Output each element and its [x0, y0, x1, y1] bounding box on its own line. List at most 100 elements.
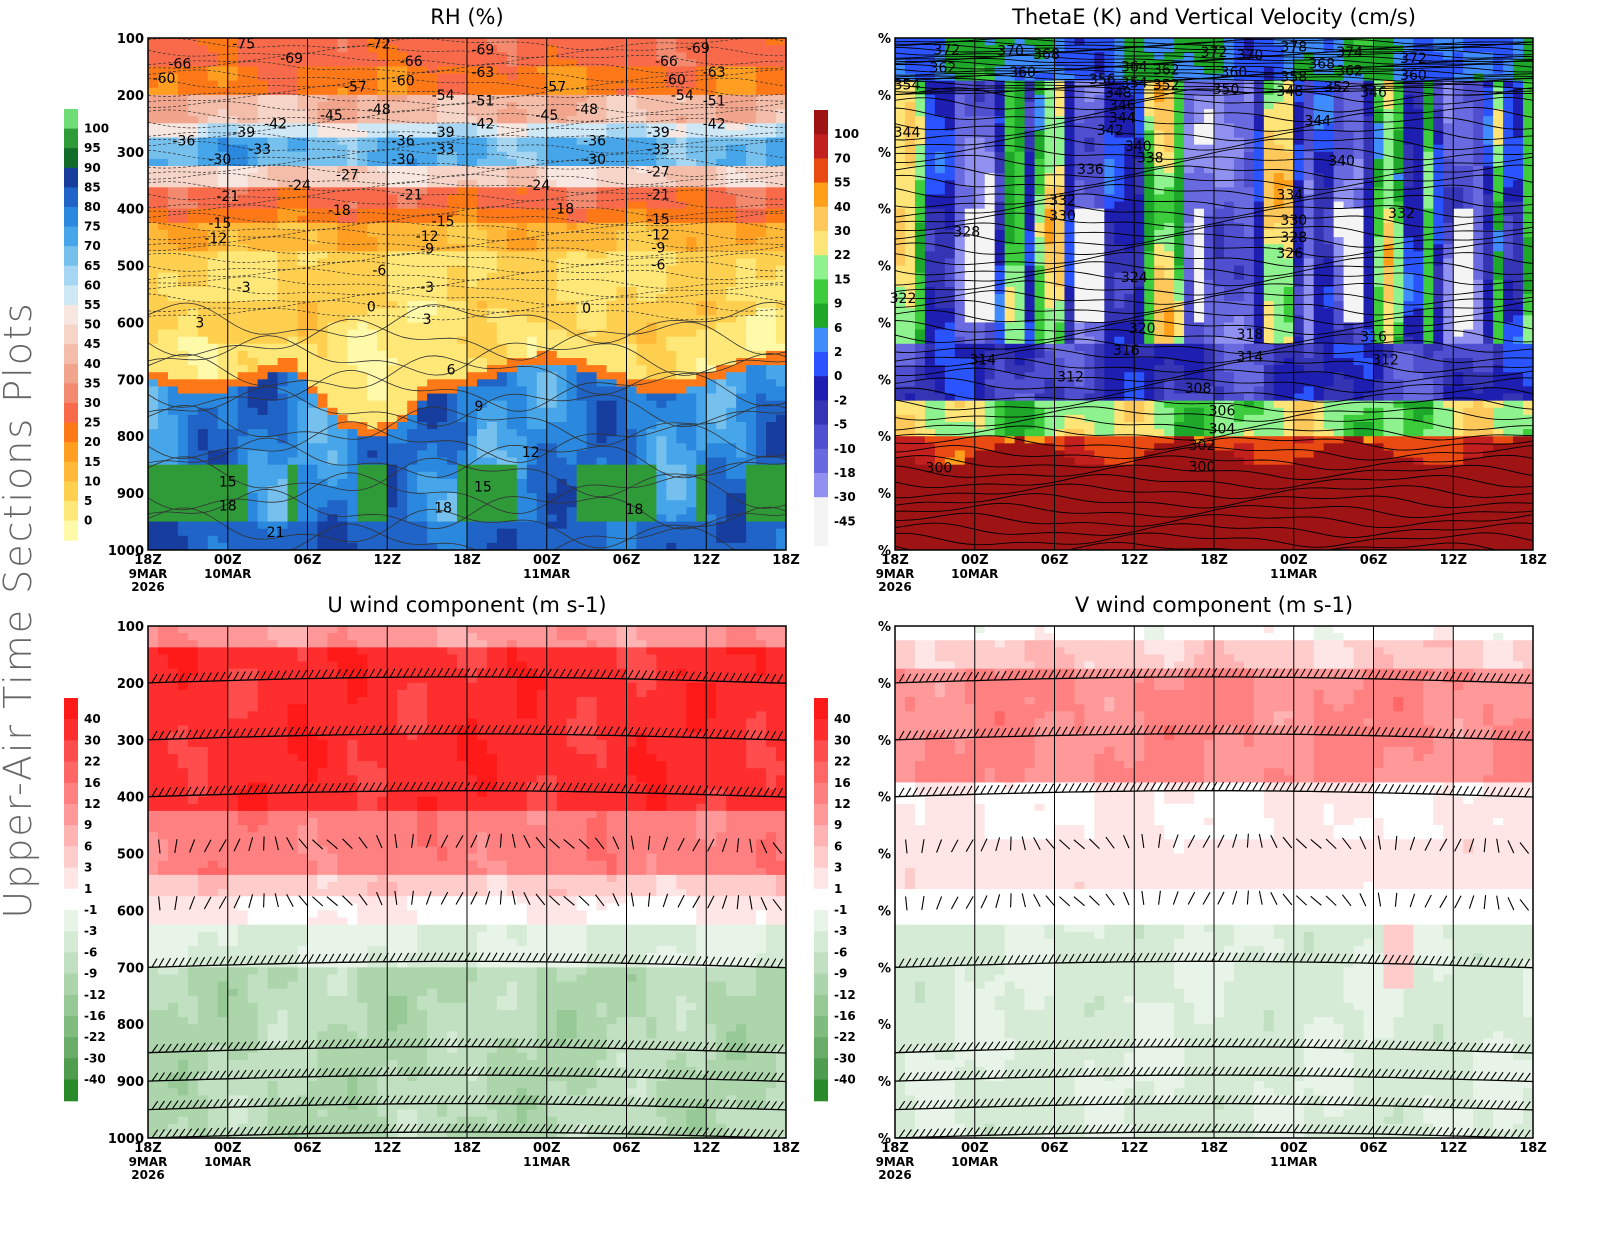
- rh-field-cell: [516, 486, 528, 494]
- thetae-field-cell: [895, 315, 906, 324]
- rh-field-cell: [596, 386, 608, 395]
- rh-field-cell: [457, 215, 468, 224]
- rh-field-cell: [686, 343, 697, 352]
- rh-field-cell: [736, 215, 747, 224]
- rh-field-cell: [646, 350, 658, 359]
- rh-field-cell: [207, 301, 219, 309]
- rh-field-cell: [247, 315, 259, 324]
- rh-field-cell: [327, 286, 339, 295]
- rh-field-cell: [307, 180, 319, 188]
- rh-field-cell: [656, 372, 667, 380]
- rh-field-cell: [187, 94, 199, 103]
- rh-field-cell: [387, 400, 398, 409]
- rh-field-cell: [437, 358, 448, 366]
- rh-field-cell: [726, 137, 737, 146]
- rh-field-cell: [746, 215, 757, 224]
- rh-field-cell: [646, 542, 658, 550]
- rh-field-cell: [576, 471, 588, 480]
- rh-field-cell: [347, 535, 358, 544]
- rh-field-cell: [337, 158, 348, 167]
- rh-field-cell: [417, 59, 428, 68]
- rh-field-cell: [267, 73, 279, 82]
- rh-field-cell: [686, 87, 697, 96]
- rh-field-cell: [307, 400, 319, 409]
- rh-field-cell: [616, 194, 628, 203]
- rh-field-cell: [716, 222, 727, 231]
- rh-field-cell: [496, 215, 508, 224]
- rh-field-cell: [227, 80, 239, 89]
- rh-field-cell: [427, 286, 438, 295]
- rh-field-cell: [407, 237, 418, 245]
- rh-field-cell: [367, 194, 378, 203]
- rh-field-cell: [447, 158, 458, 167]
- rh-field-cell: [257, 237, 269, 245]
- rh-field-cell: [546, 393, 558, 402]
- rh-field-cell: [357, 294, 368, 302]
- rh-field-cell: [357, 350, 368, 359]
- rh-field-cell: [526, 73, 538, 82]
- thetae-field-cell: [904, 251, 916, 260]
- rh-field-cell: [686, 215, 697, 224]
- rh-field-cell: [616, 393, 628, 402]
- rh-field-cell: [327, 308, 339, 316]
- rh-field-cell: [576, 535, 588, 544]
- rh-field-cell: [217, 38, 229, 46]
- rh-field-cell: [417, 500, 428, 508]
- rh-field-cell: [148, 66, 159, 75]
- rh-field-cell: [307, 151, 319, 160]
- rh-field-cell: [437, 393, 448, 402]
- rh-field-cell: [486, 286, 498, 295]
- rh-field-cell: [506, 187, 518, 196]
- rh-field-cell: [676, 457, 687, 466]
- rh-field-cell: [546, 215, 558, 224]
- rh-field-cell: [516, 336, 528, 345]
- rh-field-cell: [716, 528, 727, 537]
- rh-field-cell: [736, 464, 747, 473]
- rh-field-cell: [546, 180, 558, 188]
- rh-field-cell: [227, 471, 239, 480]
- rh-field-cell: [317, 393, 329, 402]
- rh-field-cell: [217, 464, 229, 473]
- rh-field-cell: [247, 94, 259, 103]
- rh-field-cell: [187, 514, 199, 523]
- rh-field-cell: [606, 258, 618, 267]
- rh-field-cell: [486, 301, 498, 309]
- rh-field-cell: [576, 222, 588, 231]
- rh-field-cell: [716, 94, 727, 103]
- rh-field-cell: [148, 329, 159, 338]
- rh-field-cell: [297, 528, 309, 537]
- rh-field-cell: [586, 521, 598, 530]
- rh-field-cell: [656, 166, 667, 174]
- rh-field-cell: [417, 45, 428, 53]
- rh-field-cell: [447, 73, 458, 82]
- rh-field-cell: [666, 237, 677, 245]
- rh-field-cell: [297, 244, 309, 252]
- rh-field-cell: [626, 286, 638, 295]
- rh-field-cell: [377, 109, 388, 117]
- rh-field-cell: [686, 130, 697, 139]
- rh-field-cell: [506, 286, 518, 295]
- rh-field-cell: [277, 478, 289, 487]
- rh-field-cell: [187, 102, 199, 110]
- rh-field-cell: [696, 329, 707, 338]
- rh-field-cell: [407, 116, 418, 124]
- rh-field-cell: [716, 393, 727, 402]
- rh-field-cell: [576, 66, 588, 75]
- rh-field-cell: [606, 450, 618, 459]
- rh-field-cell: [726, 386, 737, 395]
- rh-field-cell: [716, 109, 727, 117]
- rh-field-cell: [407, 123, 418, 132]
- rh-field-cell: [437, 151, 448, 160]
- rh-field-cell: [546, 407, 558, 416]
- rh-field-cell: [347, 336, 358, 345]
- rh-field-cell: [457, 166, 468, 174]
- rh-field-cell: [457, 230, 468, 238]
- rh-field-cell: [596, 450, 608, 459]
- rh-field-cell: [766, 414, 777, 423]
- rh-field-cell: [467, 386, 478, 395]
- rh-field-cell: [646, 116, 658, 124]
- rh-field-cell: [177, 407, 189, 416]
- rh-field-cell: [437, 222, 448, 231]
- rh-field-cell: [247, 45, 259, 53]
- rh-field-cell: [726, 343, 737, 352]
